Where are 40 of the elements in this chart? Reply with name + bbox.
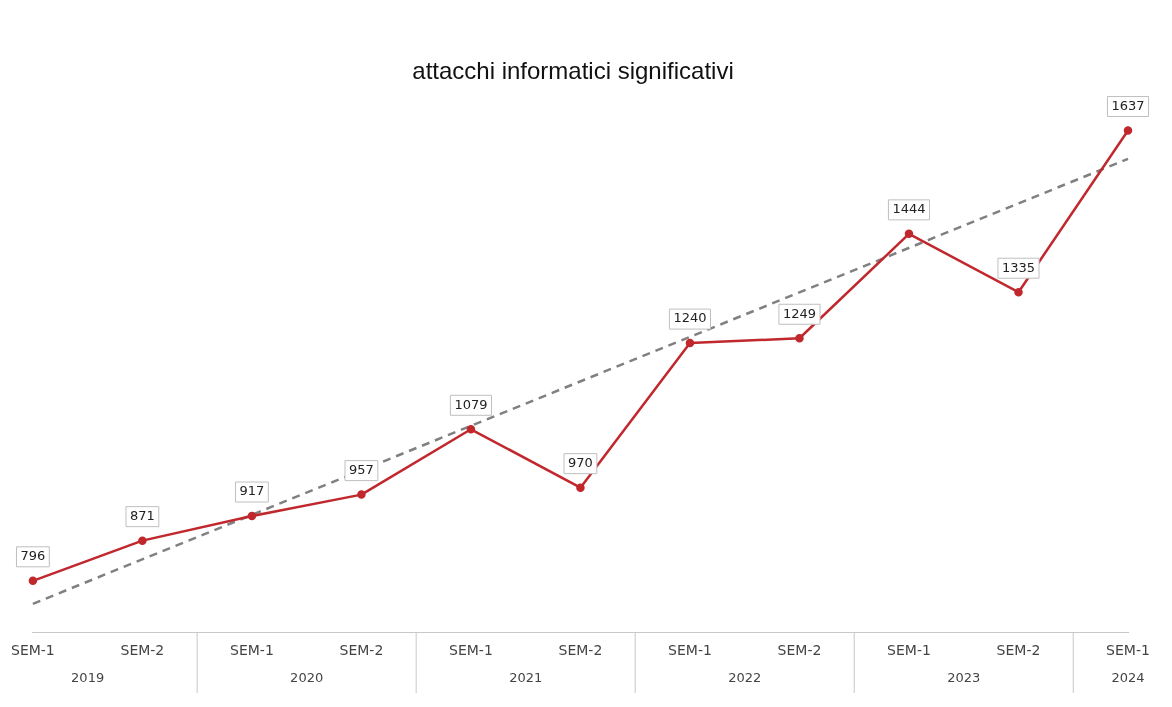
x-tick-label: SEM-2 <box>996 642 1041 659</box>
x-tick-label: SEM-1 <box>230 642 274 659</box>
text: 2019 <box>71 670 105 686</box>
data-label: 957 <box>349 461 374 477</box>
point <box>357 490 366 499</box>
data-label: 917 <box>239 483 265 499</box>
data-label: 1240 <box>673 310 707 326</box>
text: 2024 <box>1111 670 1145 686</box>
x-tick-label: SEM-1 <box>668 642 712 659</box>
point <box>1014 287 1023 297</box>
x-tick-label: SEM-1 <box>10 642 55 659</box>
point <box>466 425 476 434</box>
text: 2022 <box>728 670 762 686</box>
text: 2021 <box>509 670 543 686</box>
x-tick-label: SEM-2 <box>777 642 822 659</box>
text: 2020 <box>290 670 324 686</box>
chart-title: attacchi informatici significativi <box>412 57 734 85</box>
data-label: 1444 <box>892 201 926 217</box>
x-tick-label: SEM-2 <box>120 642 165 659</box>
text: 2023 <box>947 670 981 686</box>
x-tick-label: SEM-1 <box>1106 642 1150 659</box>
data-label: 796 <box>20 548 46 564</box>
point <box>685 338 695 348</box>
point <box>904 229 914 239</box>
x-tick-label: SEM-1 <box>887 642 931 659</box>
data-label: 871 <box>129 508 155 524</box>
x-tick-label: SEM-2 <box>339 642 384 659</box>
data-label: 1079 <box>454 396 488 412</box>
data-label: 1637 <box>1111 97 1145 113</box>
point <box>576 483 585 492</box>
data-label: 970 <box>568 455 593 471</box>
x-tick-label: SEM-1 <box>449 642 493 659</box>
point <box>1123 126 1133 135</box>
data-label: 1249 <box>782 305 817 321</box>
x-tick-label: SEM-2 <box>558 642 603 659</box>
point <box>28 576 38 586</box>
data-label: 1335 <box>1001 259 1036 275</box>
point <box>247 511 257 521</box>
point <box>795 334 804 343</box>
point <box>138 536 147 545</box>
